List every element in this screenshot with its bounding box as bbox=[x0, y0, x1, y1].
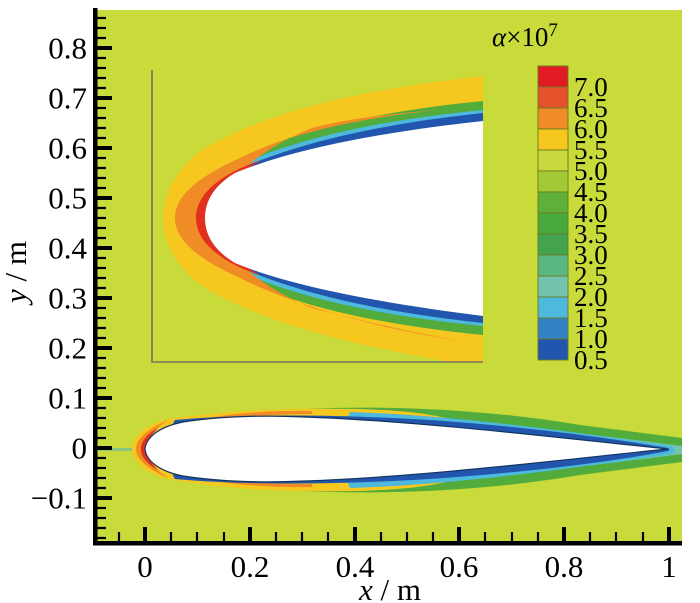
colorbar-block bbox=[537, 107, 569, 130]
inset-frame bbox=[151, 70, 483, 363]
colorbar-title: α×107 bbox=[492, 20, 558, 52]
colorbar-label: 0.5 bbox=[574, 345, 608, 375]
y-tick-label: 0.2 bbox=[48, 331, 87, 366]
colorbar-label: 5.5 bbox=[574, 135, 608, 165]
y-tick-label: 0 bbox=[72, 431, 88, 466]
colorbar-label: 6.0 bbox=[574, 114, 608, 144]
nose-red-rim bbox=[141, 428, 158, 470]
colorbar-block bbox=[537, 128, 569, 151]
x-major-ticks bbox=[143, 527, 671, 541]
y-tick-label: 0.6 bbox=[48, 131, 87, 166]
colorbar-label: 2.0 bbox=[574, 282, 608, 312]
x-tick-label: 0.8 bbox=[545, 549, 584, 584]
y-axis-line bbox=[93, 8, 98, 545]
y-tick-labels: 0.8 0.7 0.6 0.5 0.4 0.3 0.2 0.1 0 −0.1 bbox=[31, 31, 88, 516]
colorbar-block bbox=[537, 233, 569, 256]
y-major-ticks bbox=[97, 46, 112, 500]
colorbar-label: 3.5 bbox=[574, 219, 608, 249]
y-tick-label: 0.4 bbox=[48, 231, 87, 266]
x-tick-label: 0.2 bbox=[231, 549, 270, 584]
colorbar-block bbox=[537, 254, 569, 277]
y-tick-label: 0.5 bbox=[48, 181, 87, 216]
colorbar-label: 6.5 bbox=[574, 93, 608, 123]
main-contour-field bbox=[98, 407, 682, 493]
y-tick-label: 0.8 bbox=[48, 31, 87, 66]
inset-airfoil-nose bbox=[205, 121, 483, 316]
colorbar-block bbox=[537, 86, 569, 109]
colorbar-block bbox=[537, 65, 569, 88]
x-tick-label: 0 bbox=[137, 549, 153, 584]
y-axis-title: y / m bbox=[0, 241, 33, 306]
colorbar-block bbox=[537, 275, 569, 298]
colorbar-label: 1.0 bbox=[574, 324, 608, 354]
y-tick-label: −0.1 bbox=[31, 481, 87, 516]
x-minor-ticks bbox=[117, 532, 645, 541]
colorbar-label: 5.0 bbox=[574, 156, 608, 186]
colorbar-block bbox=[537, 149, 569, 172]
colorbar-label: 2.5 bbox=[574, 261, 608, 291]
colorbar-block bbox=[537, 170, 569, 193]
colorbar-blocks bbox=[537, 65, 569, 361]
y-tick-label: 0.7 bbox=[48, 81, 87, 116]
colorbar-label: 4.0 bbox=[574, 198, 608, 228]
inset-red-rim bbox=[196, 160, 262, 276]
airfoil-body bbox=[144, 415, 669, 483]
colorbar-block bbox=[537, 317, 569, 340]
colorbar-label: 7.0 bbox=[574, 72, 608, 102]
y-minor-ticks bbox=[97, 16, 106, 540]
x-axis: 0 0.2 0.4 0.6 0.8 1 x / m bbox=[93, 527, 682, 603]
colorbar-label: 4.5 bbox=[574, 177, 608, 207]
y-tick-label: 0.1 bbox=[48, 381, 87, 416]
colorbar-labels: 7.0 6.5 6.0 5.5 5.0 4.5 4.0 3.5 3.0 2.5 … bbox=[574, 72, 608, 375]
colorbar-block bbox=[537, 296, 569, 319]
colorbar-block bbox=[537, 212, 569, 235]
colorbar-label: 1.5 bbox=[574, 303, 608, 333]
colorbar: α×107 7.0 6.5 6.0 5.5 5.0 4.5 4.0 3.5 bbox=[492, 20, 608, 375]
x-axis-line bbox=[93, 541, 682, 546]
colorbar-block bbox=[537, 338, 569, 361]
inset-zoom-view bbox=[163, 76, 483, 362]
y-axis: 0.8 0.7 0.6 0.5 0.4 0.3 0.2 0.1 0 −0.1 y… bbox=[0, 8, 112, 545]
x-tick-label: 1 bbox=[661, 549, 677, 584]
colorbar-label: 3.0 bbox=[574, 240, 608, 270]
y-tick-label: 0.3 bbox=[48, 281, 87, 316]
x-tick-labels: 0 0.2 0.4 0.6 0.8 1 bbox=[137, 549, 677, 584]
colorbar-block bbox=[537, 191, 569, 214]
x-tick-label: 0.4 bbox=[336, 549, 375, 584]
x-axis-title: x / m bbox=[358, 572, 421, 603]
x-tick-label: 0.6 bbox=[440, 549, 479, 584]
